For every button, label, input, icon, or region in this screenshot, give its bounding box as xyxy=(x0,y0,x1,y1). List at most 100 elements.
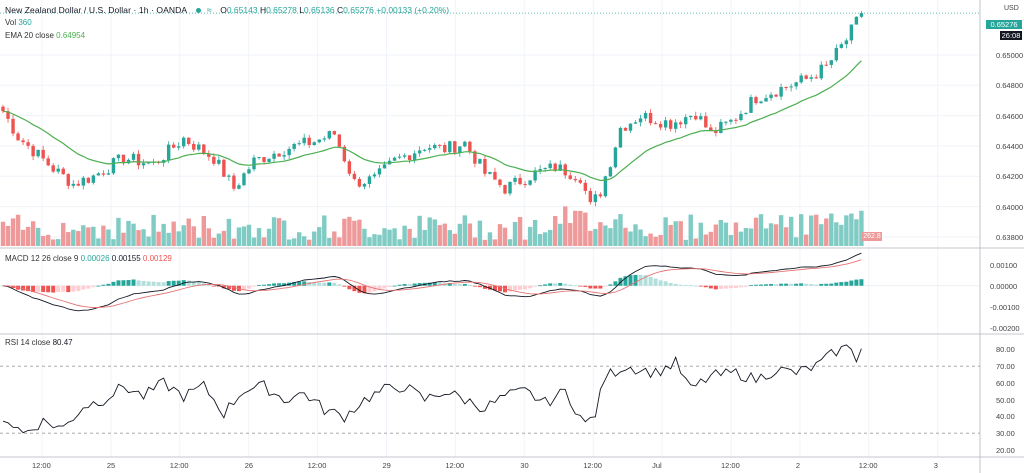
candle-body xyxy=(508,181,512,194)
candlesticks[interactable] xyxy=(1,11,864,207)
macd-legend[interactable]: MACD 12 26 close 9 0.00026 0.00155 0.001… xyxy=(5,254,172,264)
candle-body xyxy=(292,143,296,149)
volume-bar xyxy=(668,225,673,246)
macd-hist-bar xyxy=(131,279,136,286)
candle-body xyxy=(307,137,311,146)
macd-hist-bar xyxy=(492,285,497,291)
candle-body xyxy=(101,173,106,175)
candle-body xyxy=(799,75,803,83)
candle-body xyxy=(382,164,387,169)
volume-bar xyxy=(276,218,282,246)
macd-hist-bar xyxy=(337,284,342,286)
candle-body xyxy=(302,137,306,144)
macd-hist-bar xyxy=(799,283,804,286)
macd-hist-bar xyxy=(412,283,417,286)
macd-hist-bar xyxy=(849,280,854,286)
macd-hist-bar xyxy=(568,284,573,286)
macd-hist-bar xyxy=(367,285,372,293)
candle-body xyxy=(673,122,678,129)
volume-bar xyxy=(482,239,488,246)
volume-bar xyxy=(402,225,407,246)
volume-last-tag: 262.8 xyxy=(862,232,882,241)
macd-hist-bar xyxy=(839,282,844,286)
macd-hist-bar xyxy=(106,283,111,286)
volume-bar xyxy=(819,224,824,246)
volume-bar xyxy=(161,223,166,246)
macd-hist-bar xyxy=(191,281,196,286)
volume-bar xyxy=(547,229,553,246)
candle-body xyxy=(849,24,854,41)
time-tick-label: 12:00 xyxy=(32,461,51,470)
symbol-title[interactable]: New Zealand Dollar / U.S. Dollar · 1h · … xyxy=(5,5,188,15)
candle-body xyxy=(287,148,291,156)
macd-hist-bar xyxy=(748,285,753,286)
time-tick-label: 26 xyxy=(244,461,254,470)
macd-hist-bar xyxy=(457,284,462,286)
price-tick-label: 0.64000 xyxy=(996,202,1024,212)
volume-bar xyxy=(126,220,131,246)
candle-body xyxy=(468,141,472,152)
macd-hist-bar xyxy=(447,282,452,286)
rsi-tick-label: 80.00 xyxy=(996,345,1015,355)
symbol-header: New Zealand Dollar / U.S. Dollar · 1h · … xyxy=(5,5,450,15)
volume-bar xyxy=(748,228,754,246)
macd-hist-bar xyxy=(533,285,538,287)
wave-icon[interactable]: ≈ xyxy=(206,5,212,15)
candle-body xyxy=(11,118,15,134)
rsi-legend[interactable]: RSI 14 close 80.47 xyxy=(5,338,73,348)
macd-hist-bar xyxy=(683,284,688,286)
volume-label: Vol xyxy=(5,18,17,27)
volume-bar xyxy=(598,222,603,246)
macd-signal-value: 0.00129 xyxy=(142,254,172,263)
macd-hist-bar xyxy=(733,285,738,288)
macd-hist-bar xyxy=(769,284,774,286)
volume-bar xyxy=(66,232,71,246)
candle-body xyxy=(819,64,823,79)
macd-hist-bar xyxy=(513,285,518,291)
currency-label[interactable]: USD xyxy=(1004,5,1019,12)
macd-hist-bar xyxy=(392,285,397,287)
volume-bar xyxy=(763,228,769,246)
macd-hist-bar xyxy=(608,284,613,286)
macd-hist-bar xyxy=(678,284,683,286)
macd-hist-bar xyxy=(754,284,758,286)
macd-hist-bar xyxy=(653,278,658,286)
macd-hist-bar xyxy=(146,281,151,286)
volume-legend[interactable]: Vol 360 xyxy=(5,18,32,28)
volume-bar xyxy=(733,222,739,246)
candle-body xyxy=(488,171,492,174)
volume-bar xyxy=(522,239,528,246)
macd-hist-bar xyxy=(312,282,317,286)
volume-bar xyxy=(633,224,638,246)
volume-bar xyxy=(618,214,623,246)
macd-hist-bar xyxy=(176,280,181,286)
time-tick-label: 12:00 xyxy=(445,461,465,470)
candle-body xyxy=(372,174,377,177)
macd-hist-value: 0.00026 xyxy=(80,254,110,263)
volume-bar xyxy=(407,228,412,246)
volume-bar xyxy=(849,213,854,246)
macd-hist-bar xyxy=(668,283,673,286)
macd-hist-bar xyxy=(402,284,407,286)
candle-body xyxy=(478,158,482,164)
candle-body xyxy=(171,144,176,148)
candle-body xyxy=(402,155,407,157)
candle-body xyxy=(814,77,818,79)
candle-body xyxy=(433,144,437,149)
candle-body xyxy=(6,111,10,119)
candle-body xyxy=(804,75,808,79)
candle-body xyxy=(417,150,422,154)
macd-hist-bar xyxy=(282,283,287,286)
volume-bar xyxy=(502,227,508,246)
rsi-tick-label: 60.00 xyxy=(996,378,1015,388)
ema-legend[interactable]: EMA 20 close 0.64954 xyxy=(5,31,85,41)
volume-bar xyxy=(266,228,272,246)
candle-body xyxy=(709,127,713,131)
candle-body xyxy=(789,86,793,88)
price-tick-label: 0.64200 xyxy=(996,172,1024,182)
macd-hist-bar xyxy=(462,283,467,286)
volume-bar xyxy=(101,225,106,246)
volume-bar xyxy=(146,236,151,246)
candle-body xyxy=(1,106,5,112)
